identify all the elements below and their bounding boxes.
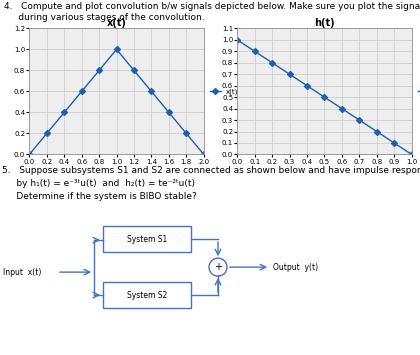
x(t) [114, 47, 119, 51]
x(t) [79, 89, 84, 94]
x(t) [62, 110, 67, 115]
x(t) [131, 68, 136, 72]
Title: x(t): x(t) [107, 18, 126, 28]
Text: by h₁(t) = e⁻³ᵗu(t)  and  h₂(t) = te⁻²ᵗu(t): by h₁(t) = e⁻³ᵗu(t) and h₂(t) = te⁻²ᵗu(t… [2, 179, 195, 188]
Text: +: + [214, 262, 222, 272]
Text: Determine if the system is BIBO stable?: Determine if the system is BIBO stable? [2, 192, 197, 201]
Legend: x(t): x(t) [210, 88, 239, 95]
h(t) [322, 95, 327, 99]
Text: System S1: System S1 [127, 235, 167, 244]
h(t) [409, 152, 414, 157]
h(t) [304, 83, 310, 88]
Line: x(t): x(t) [27, 47, 206, 157]
h(t) [287, 72, 292, 76]
x(t) [45, 131, 50, 136]
h(t) [235, 38, 240, 42]
Text: Output  y(t): Output y(t) [273, 263, 318, 272]
Bar [103, 226, 191, 252]
Text: System S2: System S2 [127, 291, 167, 300]
Title: h(t): h(t) [314, 18, 335, 28]
x(t) [166, 110, 171, 115]
x(t) [97, 68, 102, 72]
x(t) [27, 152, 32, 157]
h(t) [252, 49, 257, 54]
Text: during various stages of the convolution.: during various stages of the convolution… [4, 13, 205, 22]
Legend: h(t): h(t) [418, 88, 420, 95]
Line: h(t): h(t) [235, 38, 414, 157]
h(t) [339, 106, 344, 111]
x(t) [149, 89, 154, 94]
h(t) [391, 141, 396, 145]
Bar [103, 282, 191, 308]
Text: 4.   Compute and plot convolution b/w signals depicted below. Make sure you plot: 4. Compute and plot convolution b/w sign… [4, 2, 420, 11]
x(t) [201, 152, 206, 157]
h(t) [270, 61, 275, 65]
Text: Input  x(t): Input x(t) [3, 268, 42, 277]
h(t) [357, 118, 362, 122]
x(t) [184, 131, 189, 136]
Text: 5.   Suppose subsystems S1 and S2 are connected as shown below and have impulse : 5. Suppose subsystems S1 and S2 are conn… [2, 166, 420, 175]
h(t) [374, 129, 379, 133]
